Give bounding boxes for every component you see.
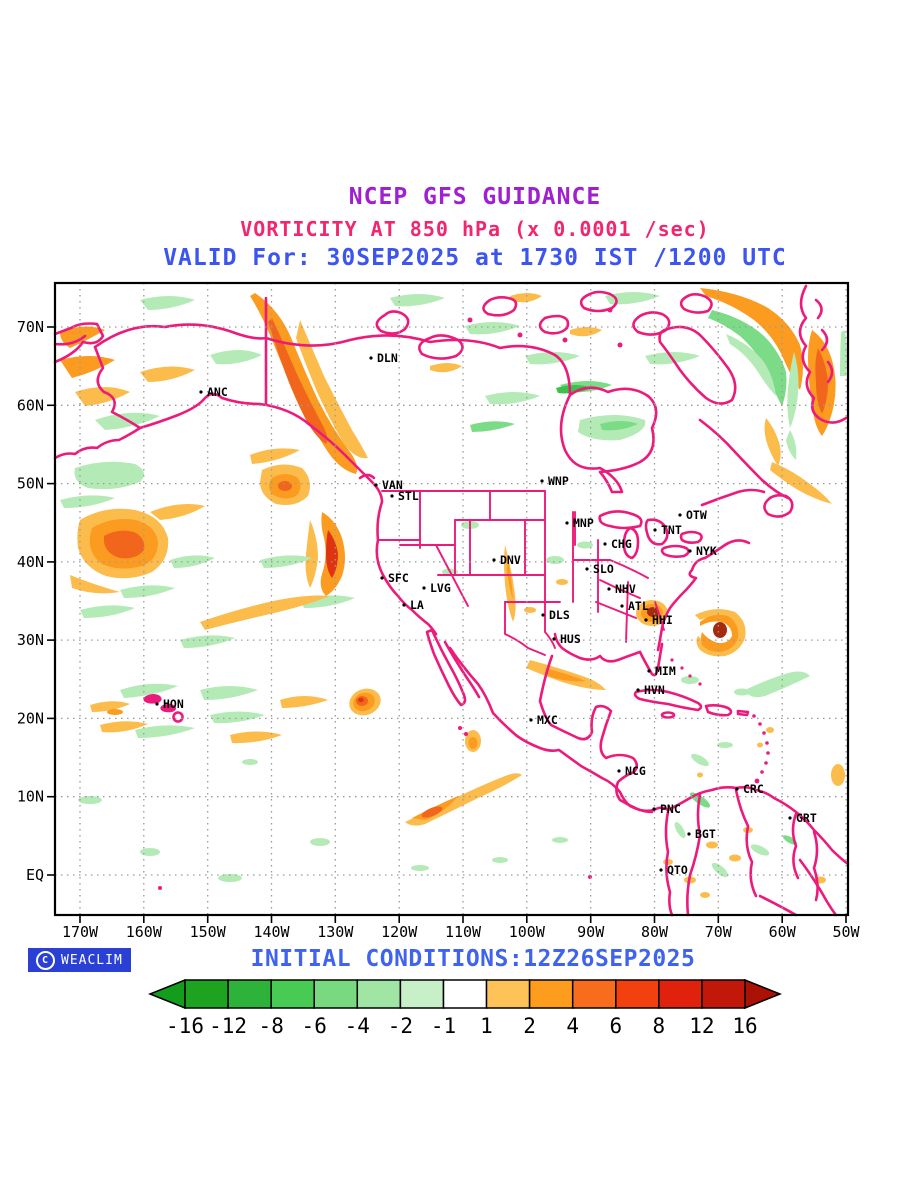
page-subtitle: VORTICITY AT 850 hPa (x 0.0001 /sec) [240, 217, 710, 241]
colorbar-label: -8 [259, 1014, 284, 1038]
city-label: SLO [593, 562, 614, 576]
lat-label: 50N [17, 475, 44, 493]
city-label: STL [398, 489, 419, 503]
colorbar-right-arrow [744, 978, 783, 1010]
map-grid [55, 283, 848, 915]
valid-time-line: VALID For: 30SEP2025 at 1730 IST /1200 U… [163, 245, 787, 271]
colorbar-label: 1 [480, 1014, 493, 1038]
colorbar-label: -1 [431, 1014, 456, 1038]
city-label: LA [410, 598, 424, 612]
colorbar-label: 6 [609, 1014, 622, 1038]
lon-label: 80W [641, 923, 669, 941]
copyright-icon: C [36, 950, 55, 970]
city-label: PNC [660, 802, 681, 816]
city-label: DLN [377, 351, 398, 365]
city-label: HON [163, 697, 184, 711]
colorbar-label: -16 [166, 1014, 204, 1038]
city-label: VAN [382, 478, 403, 492]
colorbar-label: -12 [209, 1014, 247, 1038]
latitude-axis: 70N 60N 50N 40N 30N 20N 10N EQ [17, 318, 44, 884]
colorbar-label: 2 [523, 1014, 536, 1038]
city-label: BGT [695, 827, 716, 841]
lon-label: 60W [769, 923, 797, 941]
city-label: GRT [796, 811, 817, 825]
weaclim-logo: C WEACLIM [28, 948, 131, 972]
lon-label: 120W [381, 923, 418, 941]
colorbar-label: 4 [566, 1014, 579, 1038]
lon-label: 90W [577, 923, 605, 941]
state-borders [377, 490, 665, 656]
city-label: DNV [500, 553, 521, 567]
city-label: NYK [696, 544, 717, 558]
city-label: HHI [652, 613, 673, 627]
city-label: OTW [686, 508, 707, 522]
lat-label: 40N [17, 553, 44, 571]
city-label: ANC [207, 385, 228, 399]
initial-conditions-line: INITIAL CONDITIONS:12Z26SEP2025 [250, 946, 696, 972]
city-label: MNP [573, 516, 594, 530]
colorbar-label: -2 [388, 1014, 413, 1038]
lon-label: 50W [832, 923, 860, 941]
colorbar-label: 12 [689, 1014, 714, 1038]
colorbar-left-arrow [147, 978, 186, 1010]
coastlines [53, 284, 850, 917]
lon-label: 150W [190, 923, 227, 941]
city-label: ATL [628, 599, 649, 613]
city-label: HVN [644, 683, 665, 697]
longitude-axis: 170W 160W 150W 140W 130W 120W 110W 100W … [62, 923, 861, 941]
lon-label: 160W [126, 923, 163, 941]
weaclim-logo-text: WEACLIM [61, 952, 123, 968]
lat-label: EQ [26, 866, 44, 884]
city-label: SFC [388, 571, 409, 585]
map-frame [53, 281, 850, 917]
vorticity-field [60, 288, 847, 898]
colorbar: -16 -12 -8 -6 -4 -2 -1 1 2 4 6 8 12 16 [147, 978, 783, 1038]
colorbar-label: -6 [302, 1014, 327, 1038]
page-title: NCEP GFS GUIDANCE [348, 184, 602, 210]
lat-label: 30N [17, 631, 44, 649]
city-label: TNT [661, 523, 682, 537]
city-label: CHG [611, 537, 632, 551]
lon-label: 110W [445, 923, 482, 941]
city-label: NCG [625, 764, 646, 778]
city-label: QTO [667, 863, 688, 877]
city-labels: ANC DLN VAN STL WNP MNP CHG OTW TNT NYK … [155, 351, 817, 877]
lat-label: 70N [17, 318, 44, 336]
city-label: LVG [430, 581, 451, 595]
city-label: DLS [549, 608, 570, 622]
lon-label: 100W [509, 923, 546, 941]
lon-label: 170W [62, 923, 99, 941]
city-label: WNP [548, 474, 569, 488]
lon-label: 70W [705, 923, 733, 941]
city-label: NHV [615, 582, 636, 596]
lat-label: 60N [17, 396, 44, 414]
colorbar-label: 8 [652, 1014, 665, 1038]
colorbar-labels: -16 -12 -8 -6 -4 -2 -1 1 2 4 6 8 12 16 [166, 1014, 758, 1038]
city-label: MIM [655, 664, 676, 678]
lat-label: 20N [17, 709, 44, 727]
lon-label: 140W [253, 923, 290, 941]
axis-ticks [47, 326, 847, 923]
city-label: CRC [743, 782, 764, 796]
lat-label: 10N [17, 788, 44, 806]
colorbar-label: 16 [732, 1014, 757, 1038]
lon-label: 130W [317, 923, 354, 941]
city-label: MXC [537, 713, 558, 727]
city-label: HUS [560, 632, 581, 646]
colorbar-label: -4 [345, 1014, 370, 1038]
